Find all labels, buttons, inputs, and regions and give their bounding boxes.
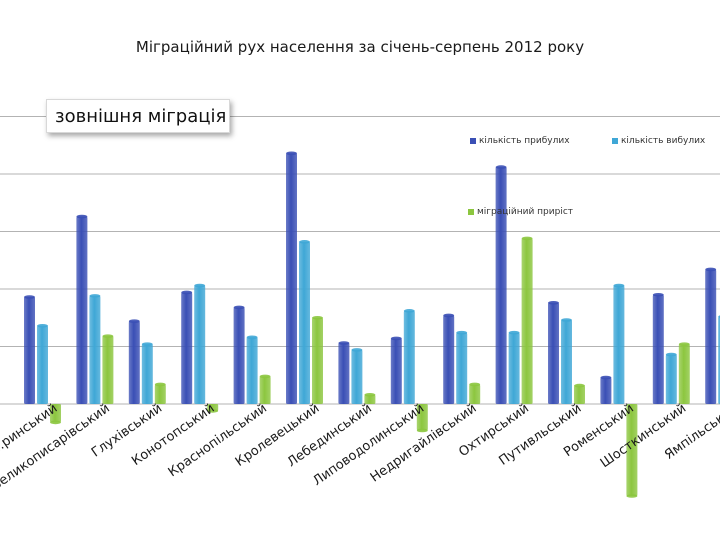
bar-cap <box>364 393 376 397</box>
bar-cap <box>521 236 533 241</box>
bar-cap <box>469 382 481 387</box>
bar <box>259 376 271 404</box>
bar <box>390 338 402 404</box>
bar-cap <box>89 294 101 298</box>
bar <box>286 153 297 404</box>
category-label: Краснопільський <box>166 401 270 480</box>
bar <box>456 332 468 404</box>
bar <box>665 354 677 404</box>
bar-cap <box>207 409 219 413</box>
bar <box>128 321 140 404</box>
bar-cap <box>351 348 363 352</box>
bar <box>678 344 690 404</box>
bar-cap <box>154 382 166 387</box>
bar-cap <box>652 292 664 297</box>
bar-cap <box>128 319 140 324</box>
bar <box>233 307 245 404</box>
bar-cap <box>181 290 193 295</box>
bar-cap <box>141 342 153 347</box>
bar-cap <box>403 309 415 313</box>
bar <box>246 337 258 404</box>
series-2 <box>37 240 720 404</box>
bar <box>102 336 114 404</box>
bar <box>181 292 193 404</box>
bar-cap <box>561 318 572 322</box>
bar <box>338 343 350 404</box>
bar <box>194 285 206 404</box>
bar <box>37 325 48 404</box>
bar <box>521 238 533 404</box>
bar-cap <box>390 336 402 341</box>
bar <box>600 377 612 404</box>
series-3 <box>50 236 690 498</box>
bar-cap <box>416 428 428 433</box>
bar <box>548 302 559 404</box>
bar-cap <box>613 283 625 288</box>
bar-cap <box>508 330 520 335</box>
bar-cap <box>600 375 612 380</box>
legend-item: кількість вибулих <box>612 136 705 146</box>
bar <box>312 317 323 404</box>
bar-cap <box>50 420 61 425</box>
bar <box>141 344 153 404</box>
bar-cap <box>24 295 35 299</box>
bar <box>652 294 664 404</box>
category-labels: …ринськийВеликописарівськийГлухівськийКо… <box>0 401 720 494</box>
bar-cap <box>705 267 717 272</box>
bar <box>561 320 572 404</box>
bar-cap <box>246 335 258 340</box>
bar <box>76 216 88 404</box>
bar-cap <box>312 315 323 320</box>
legend-item: міграційний приріст <box>468 207 573 217</box>
bar <box>154 384 166 404</box>
bar <box>495 167 507 404</box>
series-1 <box>24 151 717 404</box>
legend-label: кількість вибулих <box>621 136 706 146</box>
bar-cap <box>665 352 677 357</box>
bar-cap <box>678 342 690 347</box>
bar <box>508 332 520 404</box>
bar <box>626 404 638 496</box>
bar <box>613 285 625 404</box>
bar <box>443 315 455 404</box>
bar-cap <box>286 151 297 156</box>
bar <box>416 404 428 431</box>
bar <box>574 385 585 404</box>
slide-title: Міграційний рух населення за січень-серп… <box>135 38 585 56</box>
bar-cap <box>37 324 48 328</box>
bar <box>469 384 481 404</box>
bar-cap <box>299 240 310 244</box>
section-label: зовнішня міграція <box>46 99 230 133</box>
bar <box>299 241 310 404</box>
bar <box>50 404 61 423</box>
bar-cap <box>102 334 114 338</box>
bar <box>364 394 376 404</box>
legend-swatch <box>470 137 476 144</box>
bar-cap <box>626 494 638 498</box>
bar <box>403 310 415 404</box>
legend-label: міграційний приріст <box>477 207 574 217</box>
bar <box>89 295 101 404</box>
bar-cap <box>76 214 88 219</box>
legend-swatch <box>612 137 618 144</box>
bar <box>705 269 717 404</box>
bar-cap <box>443 313 455 318</box>
bar-cap <box>338 341 350 345</box>
bar-cap <box>574 383 585 388</box>
legend-swatch <box>468 208 474 215</box>
bar <box>351 349 363 404</box>
legend-label: кількість прибулих <box>479 136 570 146</box>
bar-cap <box>259 374 271 379</box>
legend-item: кількість прибулих <box>470 136 570 146</box>
bar <box>207 404 219 411</box>
bar-cap <box>495 165 507 169</box>
bar <box>24 297 35 404</box>
bar-cap <box>233 305 245 310</box>
bar-cap <box>548 301 559 305</box>
bar-cap <box>194 283 206 288</box>
bar-cap <box>456 330 468 335</box>
